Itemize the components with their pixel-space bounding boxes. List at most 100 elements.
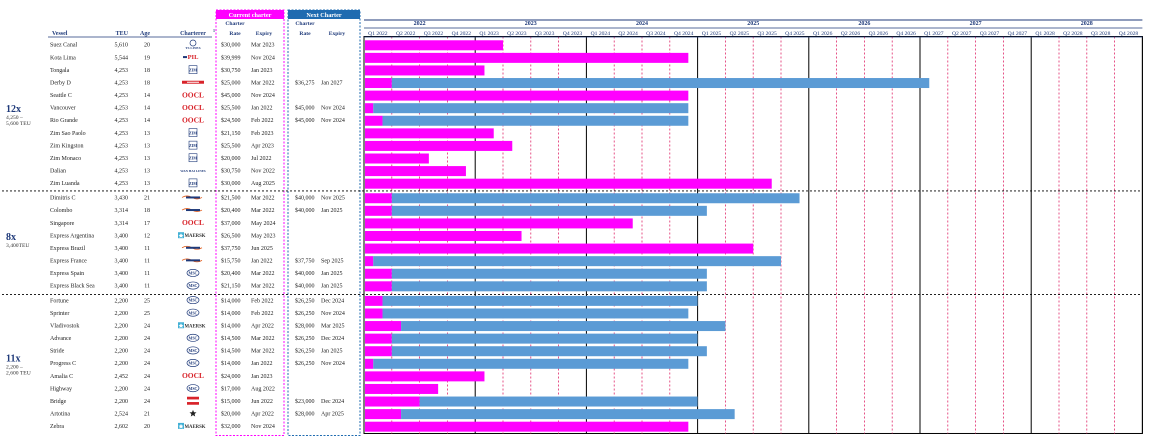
vessel-row: Suez Canal 5,610 20 TS LINES $30,000 Mar 2023: [50, 39, 275, 50]
vessel-age: 13: [144, 169, 150, 175]
vessel-name: Amalia C: [50, 374, 73, 380]
vessel-name: Suez Canal: [50, 43, 77, 49]
quarter-label: Q1 2028: [1035, 31, 1055, 37]
current-charter-bar: [365, 295, 383, 306]
vessel-name: Express France: [50, 259, 87, 265]
vessel-row: Zim Monaco 4,253 13 ZIM $20,000 Jul 2022: [50, 153, 272, 163]
next-charter-box: [287, 9, 361, 436]
vessel-age: 24: [144, 336, 150, 342]
vessel-teu: 2,452: [115, 374, 129, 380]
charterer-logo-zim: ZIM: [188, 128, 198, 137]
zim-logo-text: ZIM: [189, 156, 197, 161]
charterer-logo-hapag: [181, 208, 203, 212]
next-expiry: Jan 2025: [321, 208, 343, 214]
next-expiry: Nov 2024: [321, 361, 345, 367]
msc-logo-text: MSC: [189, 335, 198, 340]
current-expiry: Aug 2025: [251, 181, 275, 187]
quarter-label: Q1 2022: [368, 31, 388, 37]
vessel-teu: 4,253: [115, 68, 129, 74]
current-rate: $20,400: [221, 207, 241, 214]
next-charter-bar: [391, 333, 698, 344]
current-rate: $20,400: [221, 270, 241, 277]
vessel-teu: 3,314: [115, 208, 129, 214]
vessel-row: Seattle C 4,253 14 OOCL $45,000 Nov 2024: [50, 90, 275, 99]
next-charter-bar: [401, 409, 735, 420]
vessel-teu: 3,314: [115, 221, 129, 227]
vessel-row: Stride 2,200 24 MSC $14,500 Mar 2022 $26,250 Ja…: [50, 346, 343, 355]
quarter-label: Q3 2025: [757, 31, 777, 37]
current-rate: $21,150: [221, 130, 241, 137]
charterer-logo-wanhai: WAN HAI LINES: [180, 169, 206, 173]
quarter-label: Q2 2023: [507, 31, 527, 37]
vessel-teu: 5,610: [115, 43, 129, 49]
oocl-logo-text: OOCL: [182, 90, 204, 99]
charterer-logo-oocl: OOCL: [182, 371, 204, 380]
current-charter-bar: [365, 90, 689, 101]
next-expiry: Nov 2024: [321, 118, 345, 124]
charterer-logo-msc: MSC: [186, 281, 200, 290]
next-rate: $26,250: [295, 310, 315, 317]
vessel-row: Dimitris C 3,430 21 $21,500 Mar 2022 $40,000 N…: [50, 195, 345, 202]
zim-logo-text: ZIM: [189, 131, 197, 136]
next-rate: $40,000: [295, 207, 315, 214]
quarter-label: Q4 2025: [785, 31, 805, 37]
current-rate: $25,000: [221, 79, 241, 86]
vessel-age: 13: [144, 143, 150, 149]
msc-logo-text: MSC: [189, 271, 198, 276]
vessel-row: Rio Grande 4,253 14 OOCL $24,500 Feb 2022 $45,…: [50, 115, 345, 124]
vessel-teu: 2,200: [115, 311, 129, 317]
vessel-age: 18: [144, 68, 150, 74]
next-rate: $28,000: [295, 322, 315, 329]
ts-logo-text: TS LINES: [185, 46, 200, 50]
vessel-name: Fortune: [50, 298, 69, 304]
vessel-age: 24: [144, 361, 150, 367]
quarter-label: Q4 2024: [674, 31, 694, 37]
vessel-teu: 3,400: [115, 233, 129, 239]
charterer-logo-msc: MSC: [186, 384, 200, 393]
charterer-logo-pil: PIL: [183, 54, 199, 61]
next-charter-bar: [382, 115, 689, 126]
current-rate: $14,000: [221, 360, 241, 367]
msc-logo-text: MSC: [189, 348, 198, 353]
fleet-group: 8x3,400TEU: [2, 232, 1143, 296]
current-expiry: Nov 2024: [251, 55, 275, 61]
vessel-row: Advance 2,200 24 MSC $14,500 Mar 2022 $26,250 D…: [50, 333, 344, 342]
current-expiry: Apr 2023: [251, 143, 274, 149]
vessel-teu: 5,544: [115, 55, 129, 61]
vessel-row: Highway 2,200 24 MSC $17,000 Aug 2022: [50, 384, 275, 393]
next-rate: $37,750: [295, 258, 315, 265]
vessel-age: 20: [144, 424, 150, 430]
current-rate: $30,750: [221, 168, 241, 175]
current-expiry: Jan 2023: [251, 374, 273, 380]
year-label: 2023: [525, 21, 537, 27]
vessel-teu: 2,200: [115, 386, 129, 392]
vessel-age: 11: [144, 271, 150, 277]
next-charter-title: Next Charter: [306, 12, 341, 19]
vessel-age: 13: [144, 131, 150, 137]
vessel-row: Artotina 2,524 21 $20,000 Apr 2022 $28,000 Apr…: [50, 409, 344, 418]
current-expiry: Mar 2023: [251, 43, 275, 49]
current-charter-bar: [365, 140, 513, 151]
vessel-age: 18: [144, 80, 150, 86]
vessel-teu: 2,200: [115, 349, 129, 355]
charterer-logo-maersk: MAERSK: [178, 322, 206, 329]
current-rate: $30,750: [221, 67, 241, 74]
next-rate: $26,250: [295, 360, 315, 367]
quarter-label: Q2 2024: [618, 31, 638, 37]
current-expiry: May 2024: [251, 221, 276, 227]
quarter-label: Q3 2028: [1091, 31, 1111, 37]
current-charter-bar: [365, 396, 420, 407]
quarter-label: Q3 2022: [424, 31, 444, 37]
vessel-name: Colombo: [50, 208, 72, 214]
current-rate: $14,500: [221, 335, 241, 342]
current-charter-bar: [365, 383, 439, 394]
vessel-age: 24: [144, 399, 150, 405]
next-rate: $26,250: [295, 335, 315, 342]
charterer-logo-msc: MSC: [186, 296, 200, 305]
charterer-logo-hapag: [181, 195, 203, 200]
current-expiry: Jul 2022: [251, 156, 272, 162]
vessel-row: Sprinter 2,200 25 MSC $14,000 Feb 2022 $26,250…: [50, 308, 345, 317]
current-expiry: Jan 2022: [251, 259, 273, 265]
current-charter-bar: [365, 281, 392, 292]
next-rate-header-top: Charter: [295, 21, 315, 27]
